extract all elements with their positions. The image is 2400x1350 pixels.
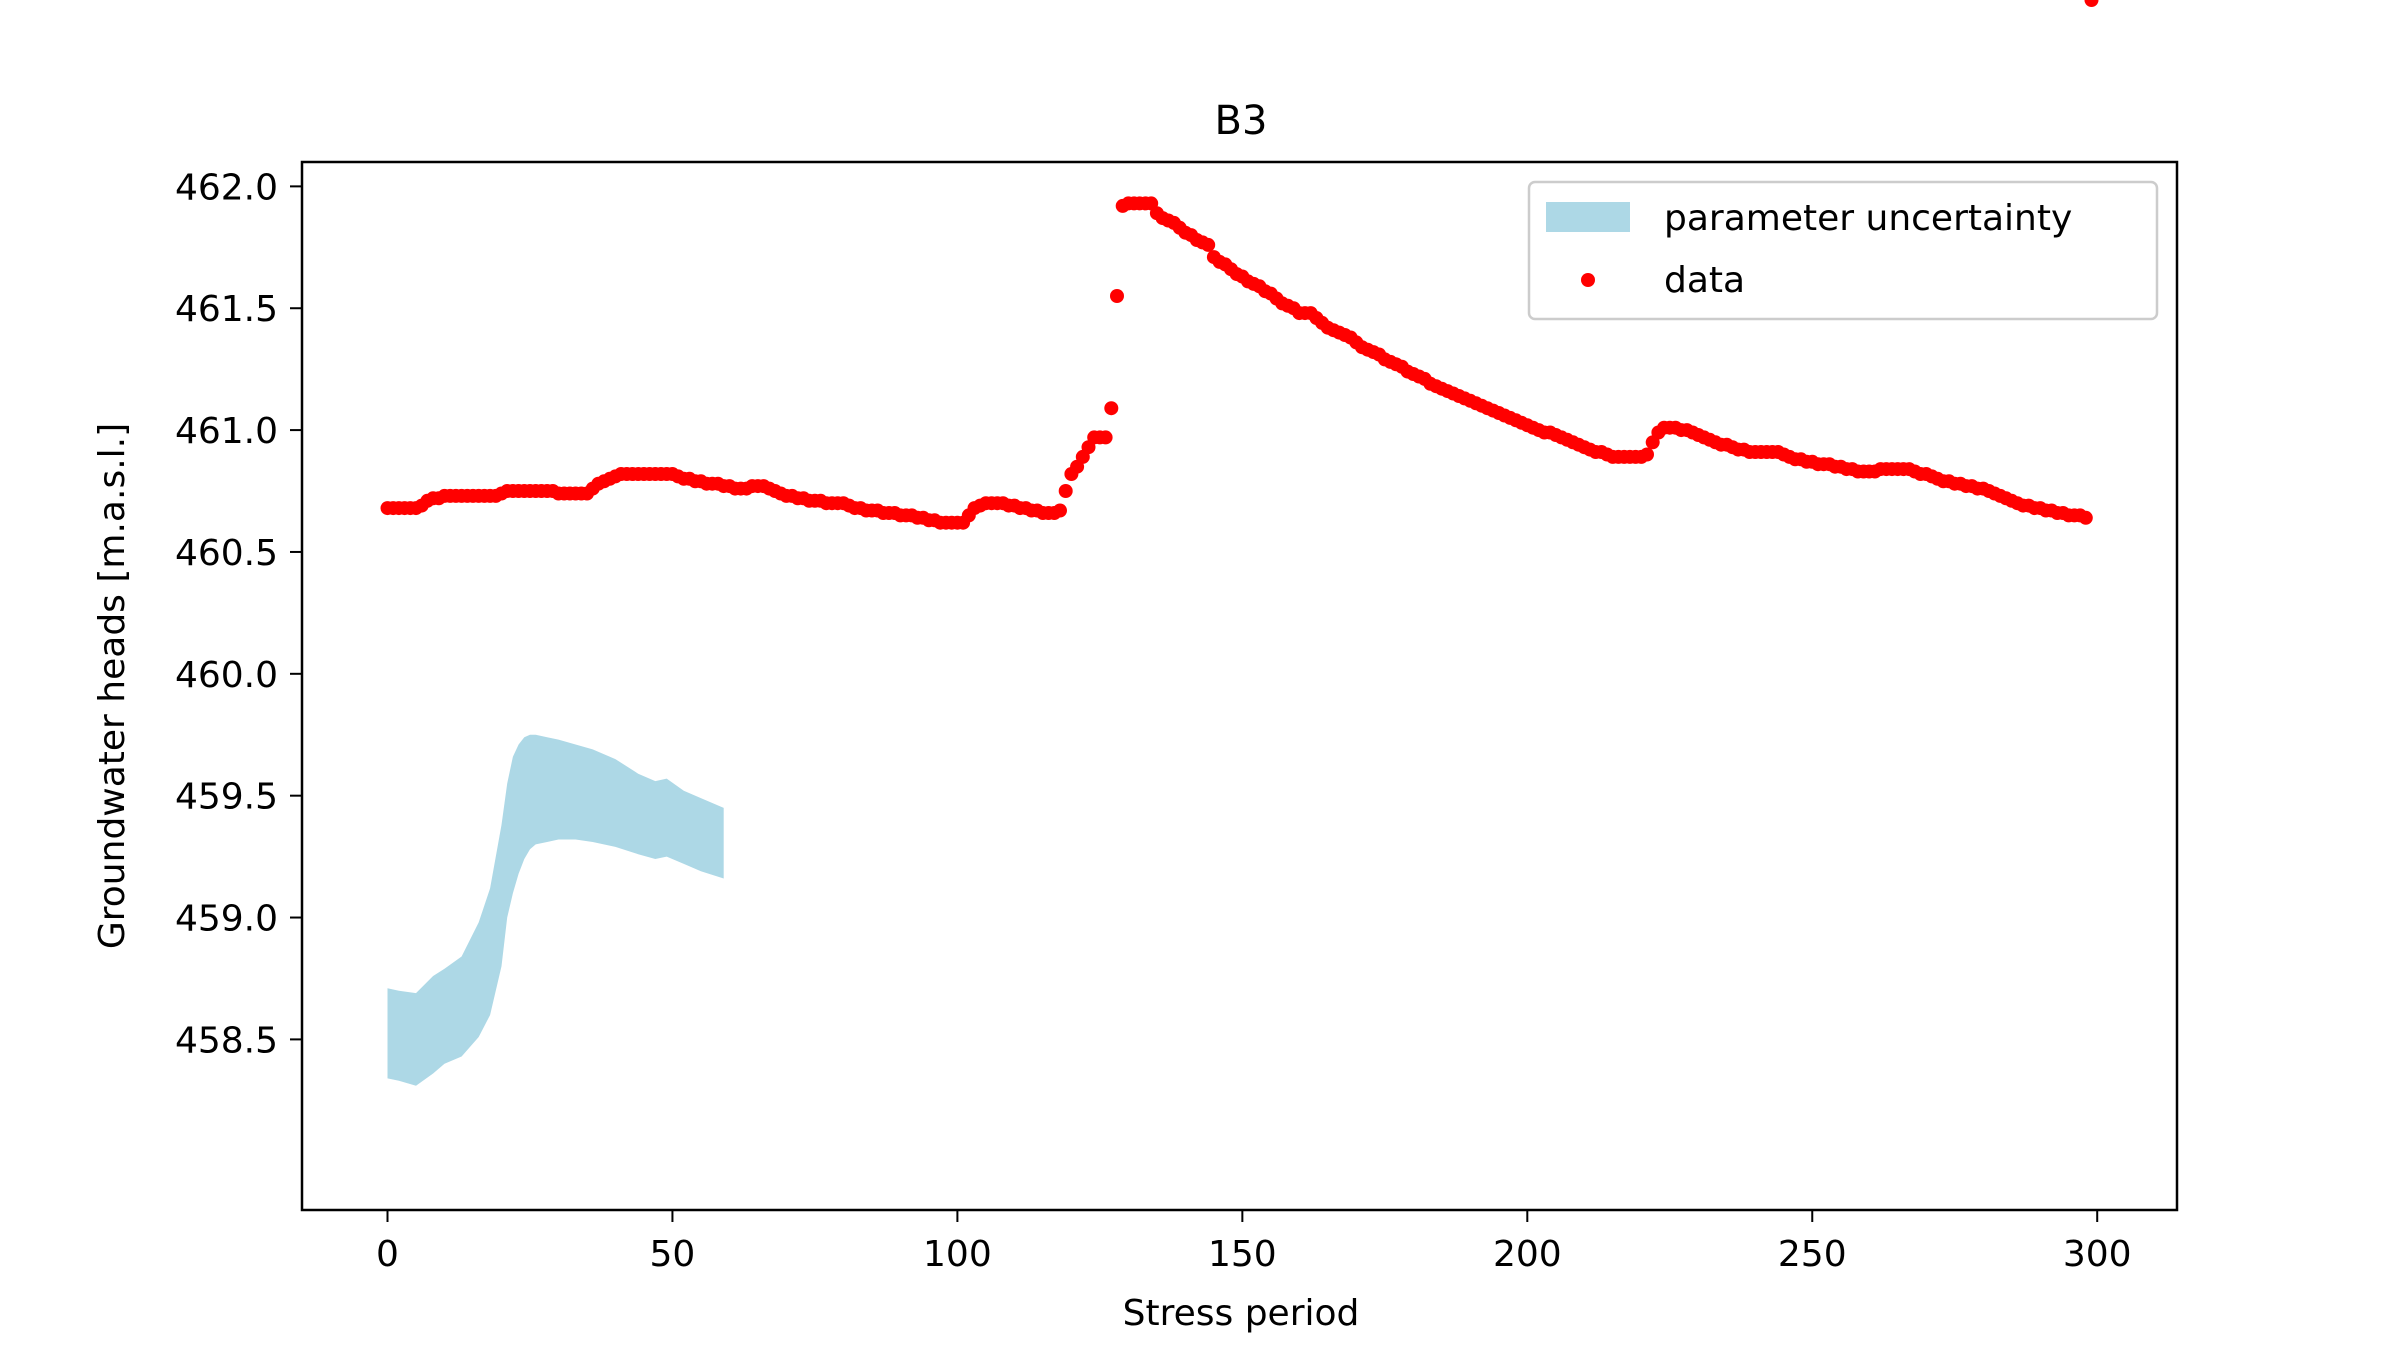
x-tick-label: 250: [1778, 1234, 1847, 1275]
x-axis-label: Stress period: [1123, 1293, 1360, 1334]
y-tick-label: 460.5: [175, 533, 278, 574]
legend-label-uncertainty: parameter uncertainty: [1664, 198, 2072, 239]
data-point: [2078, 510, 2093, 525]
data-point: [1058, 484, 1073, 498]
x-tick-label: 100: [923, 1234, 992, 1275]
x-tick-label: 50: [650, 1234, 696, 1275]
y-tick-label: 459.5: [175, 777, 278, 818]
data-point: [1201, 237, 1216, 252]
data-point: [2084, 0, 2099, 7]
data-point: [1640, 447, 1654, 462]
x-tick-label: 200: [1493, 1234, 1562, 1275]
legend-label-data: data: [1664, 260, 1745, 301]
y-tick-label: 460.0: [175, 655, 278, 696]
y-tick-label: 461.0: [175, 411, 278, 452]
uncertainty-band: [387, 734, 724, 1086]
data-point: [1098, 430, 1113, 445]
y-tick-label: 462.0: [175, 167, 278, 208]
y-axis-label: Groundwater heads [m.a.s.l.]: [92, 423, 133, 949]
data-point: [1104, 401, 1119, 416]
x-tick-label: 150: [1208, 1234, 1277, 1275]
legend-band-swatch: [1546, 202, 1630, 232]
uncertainty-band-layer: [387, 734, 724, 1086]
legend-box: [1527, 180, 2159, 321]
x-tick-label: 0: [376, 1234, 399, 1275]
data-point: [1110, 289, 1124, 303]
y-tick-label: 461.5: [175, 289, 278, 330]
data-points-layer: [380, 0, 2099, 530]
plot-frame: [300, 160, 2179, 1212]
y-tick-label: 458.5: [175, 1020, 278, 1061]
x-tick-label: 300: [2063, 1234, 2132, 1275]
legend-point-swatch: [1581, 273, 1595, 287]
legend: parameter uncertainty data: [1527, 180, 2159, 321]
chart-title: B3: [1215, 98, 1268, 144]
data-point: [1053, 503, 1067, 518]
y-tick-label: 459.0: [175, 899, 278, 940]
axis-ticks-layer: 0 50 100 150 200 250 300 458.5 459.0 459.5 460.0 46…: [175, 167, 2132, 1275]
